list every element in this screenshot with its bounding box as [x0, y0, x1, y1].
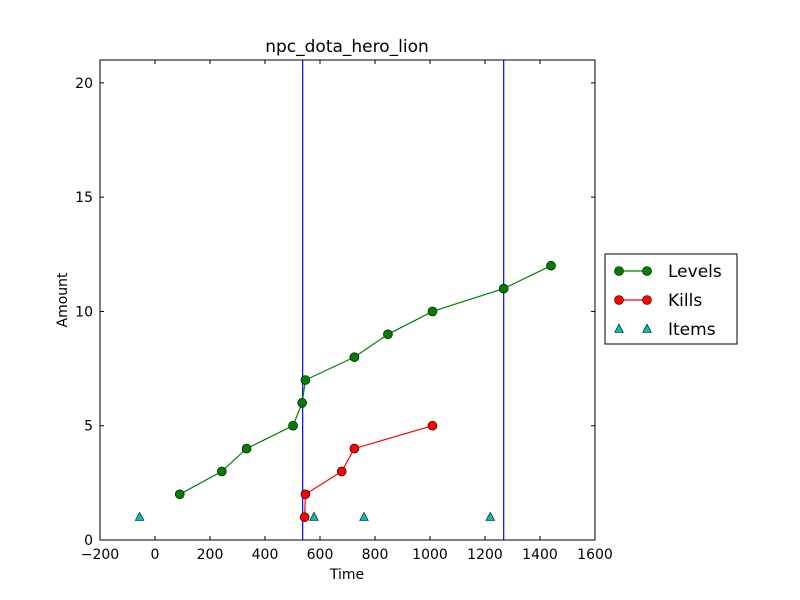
data-point-items [485, 511, 496, 521]
legend-swatch-marker-kills [642, 295, 652, 305]
data-point-levels [174, 489, 185, 500]
data-point-levels [427, 306, 438, 317]
axes-frame [99, 59, 596, 541]
data-point-levels [241, 443, 252, 454]
legend-label-kills: Kills [668, 291, 702, 311]
legend: Levels Kills Items [604, 253, 738, 345]
legend-label-items: Items [668, 320, 716, 340]
legend-swatch-marker-levels [642, 266, 652, 276]
legend-entry-kills: Kills [614, 291, 702, 311]
y-tick-label: 0 [84, 533, 93, 549]
data-point-items [134, 511, 145, 521]
data-point-kills [299, 512, 310, 522]
data-point-kills [300, 489, 311, 500]
legend-swatch-marker-items [642, 323, 652, 333]
data-point-levels [383, 329, 393, 340]
data-point-items [359, 511, 369, 521]
data-point-kills [336, 466, 347, 477]
x-tick-label: 600 [307, 547, 334, 563]
x-tick-label: 1200 [467, 547, 503, 563]
data-point-levels [297, 398, 307, 408]
x-tick-label: 1000 [412, 547, 448, 563]
x-tick-label: 200 [197, 547, 224, 563]
legend-swatch-marker-levels [614, 266, 624, 276]
x-tick-label: 800 [362, 547, 389, 563]
x-tick-label: 1400 [522, 547, 558, 563]
legend-label-levels: Levels [668, 262, 722, 282]
legend-frame [604, 253, 738, 345]
chart-title: npc_dota_hero_lion [265, 37, 429, 57]
legend-entry-levels: Levels [614, 262, 722, 282]
data-point-levels [498, 283, 509, 294]
y-tick-label: 5 [84, 419, 93, 435]
legend-swatch-marker-kills [614, 295, 624, 305]
x-tick-label: 400 [252, 547, 279, 563]
data-point-levels [300, 375, 311, 385]
x-tick-label: 0 [151, 547, 160, 563]
legend-swatch-marker-items [614, 323, 624, 333]
legend-entry-items: Items [614, 320, 716, 340]
x-tick-label: −200 [81, 547, 119, 563]
x-tick-label: 1600 [577, 547, 613, 563]
data-point-levels [288, 420, 298, 431]
y-tick-label: 15 [75, 190, 93, 206]
x-axis-label: Time [329, 567, 364, 583]
y-tick-label: 10 [75, 304, 93, 320]
data-point-kills [349, 443, 360, 454]
data-point-items [309, 511, 319, 521]
data-point-levels [217, 466, 227, 477]
data-point-levels [546, 260, 556, 271]
data-point-kills [427, 420, 438, 431]
y-axis-label: Amount [55, 272, 71, 328]
axis-ticks: −200 0 200 400 600 800 1000 1200 1400 16000510152… [75, 60, 613, 563]
plot-area [134, 60, 556, 540]
data-point-levels [349, 352, 360, 362]
y-tick-label: 20 [75, 76, 93, 92]
